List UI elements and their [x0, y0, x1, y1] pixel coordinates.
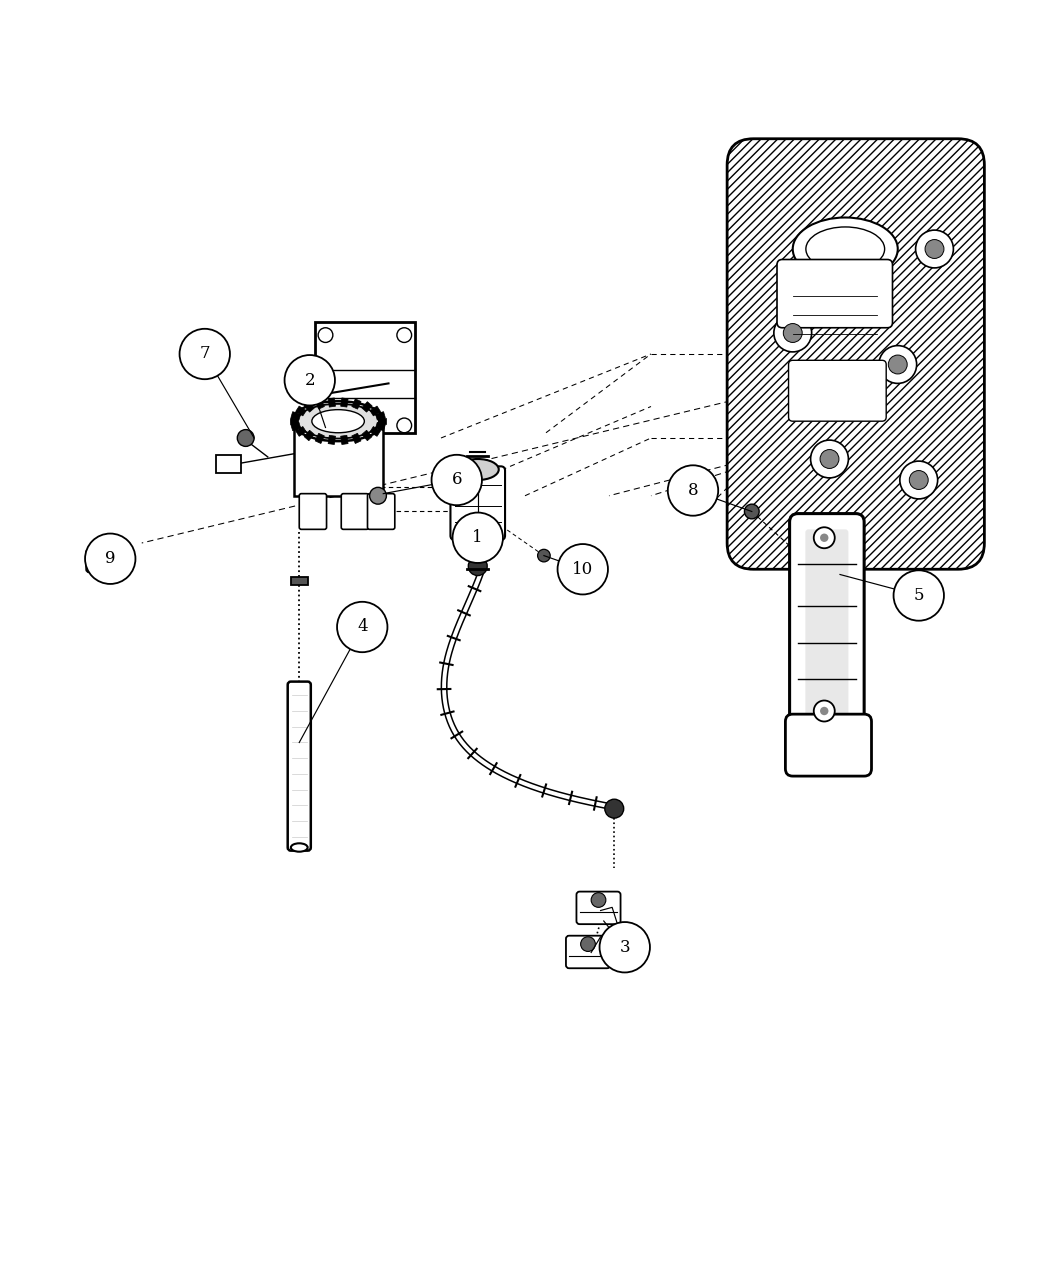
Bar: [290, 418, 298, 425]
Circle shape: [820, 533, 828, 542]
Bar: [304, 430, 314, 441]
Circle shape: [600, 922, 650, 973]
Circle shape: [318, 418, 333, 432]
Circle shape: [744, 504, 759, 519]
Bar: [328, 435, 336, 445]
Circle shape: [783, 324, 802, 343]
FancyBboxPatch shape: [576, 891, 621, 924]
Bar: [296, 405, 307, 416]
Circle shape: [814, 700, 835, 722]
Circle shape: [558, 544, 608, 594]
Text: 6: 6: [452, 472, 462, 488]
Circle shape: [668, 465, 718, 515]
Bar: [315, 399, 324, 409]
Bar: [291, 576, 308, 585]
Circle shape: [811, 440, 848, 478]
FancyBboxPatch shape: [785, 714, 872, 776]
Circle shape: [888, 354, 907, 374]
Bar: [362, 402, 372, 412]
Circle shape: [925, 240, 944, 259]
Bar: [340, 398, 349, 407]
FancyBboxPatch shape: [790, 514, 864, 736]
Circle shape: [814, 528, 835, 548]
Bar: [370, 405, 380, 416]
Text: 8: 8: [688, 482, 698, 499]
Bar: [304, 402, 314, 412]
Circle shape: [237, 430, 254, 446]
Circle shape: [432, 455, 482, 505]
Circle shape: [85, 533, 135, 584]
Text: 5: 5: [914, 586, 924, 604]
Circle shape: [538, 550, 550, 562]
FancyBboxPatch shape: [299, 493, 327, 529]
Bar: [291, 412, 300, 419]
Circle shape: [397, 418, 412, 432]
Text: 9: 9: [105, 551, 116, 567]
Circle shape: [916, 230, 953, 268]
FancyBboxPatch shape: [288, 682, 311, 850]
FancyBboxPatch shape: [450, 467, 505, 539]
Circle shape: [900, 462, 938, 499]
Circle shape: [879, 346, 917, 384]
Circle shape: [453, 513, 503, 564]
Circle shape: [591, 892, 606, 908]
Bar: [362, 430, 372, 441]
Circle shape: [909, 470, 928, 490]
Text: 10: 10: [572, 561, 593, 578]
Bar: [294, 422, 383, 496]
Bar: [376, 412, 385, 419]
Ellipse shape: [793, 218, 898, 280]
Bar: [370, 427, 380, 436]
Ellipse shape: [312, 409, 364, 432]
Circle shape: [774, 314, 812, 352]
Circle shape: [285, 354, 335, 405]
Text: 7: 7: [200, 346, 210, 362]
FancyBboxPatch shape: [789, 361, 886, 421]
Circle shape: [318, 328, 333, 343]
Bar: [296, 427, 307, 436]
Ellipse shape: [297, 404, 379, 439]
Text: 4: 4: [357, 618, 367, 635]
FancyBboxPatch shape: [566, 936, 610, 968]
Bar: [328, 398, 336, 407]
FancyBboxPatch shape: [777, 260, 892, 328]
FancyBboxPatch shape: [805, 529, 848, 719]
Bar: [340, 435, 349, 445]
FancyBboxPatch shape: [315, 323, 415, 432]
FancyBboxPatch shape: [727, 139, 984, 569]
Circle shape: [180, 329, 230, 379]
Circle shape: [605, 799, 624, 819]
Ellipse shape: [457, 459, 499, 479]
Circle shape: [370, 487, 386, 504]
Bar: [376, 422, 385, 431]
Ellipse shape: [291, 843, 308, 852]
Circle shape: [397, 328, 412, 343]
FancyBboxPatch shape: [86, 550, 116, 572]
Circle shape: [820, 450, 839, 468]
Circle shape: [581, 937, 595, 951]
FancyBboxPatch shape: [341, 493, 369, 529]
Ellipse shape: [292, 402, 384, 441]
Bar: [378, 418, 386, 425]
Text: 2: 2: [304, 372, 315, 389]
Circle shape: [820, 706, 828, 715]
Circle shape: [337, 602, 387, 653]
Text: 3: 3: [620, 938, 630, 956]
Bar: [291, 422, 300, 431]
Bar: [352, 399, 361, 409]
Bar: [352, 434, 361, 444]
Bar: [315, 434, 324, 444]
Circle shape: [468, 557, 487, 575]
FancyBboxPatch shape: [216, 455, 242, 473]
Text: 1: 1: [472, 529, 483, 546]
FancyBboxPatch shape: [368, 493, 395, 529]
Circle shape: [894, 570, 944, 621]
